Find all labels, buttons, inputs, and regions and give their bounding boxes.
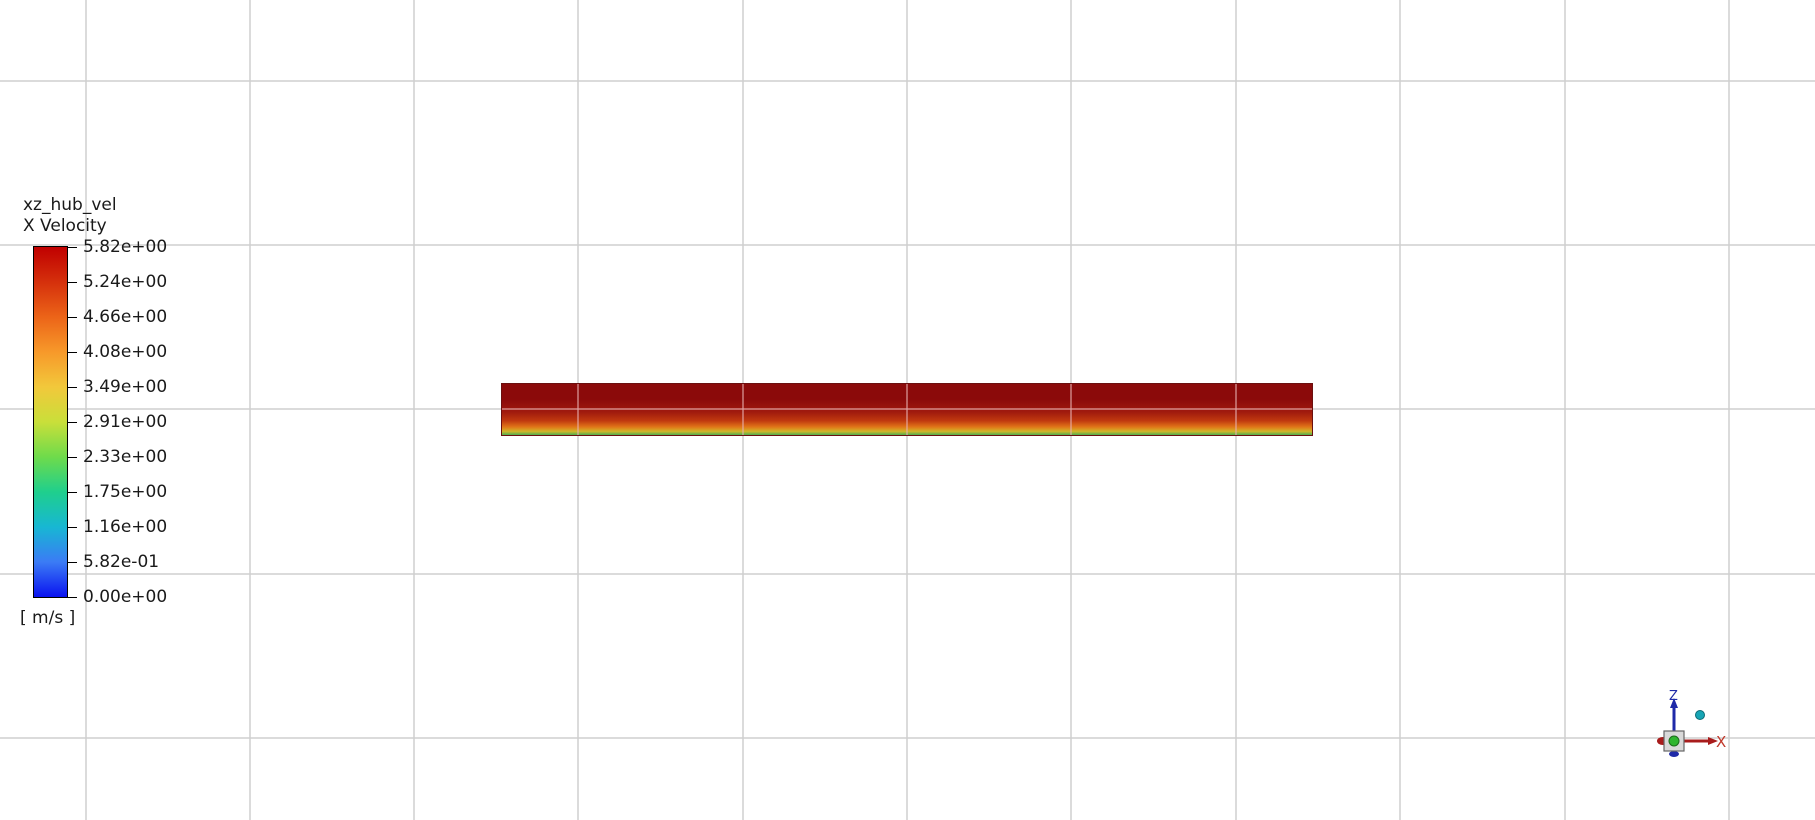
z-axis-label: Z: [1669, 689, 1678, 704]
legend-tick-label: 5.24e+00: [83, 272, 168, 292]
legend-tick-label: 4.08e+00: [83, 342, 168, 362]
z-axis-marker: [1669, 751, 1679, 757]
legend-tick-mark: [68, 562, 77, 563]
legend-units: [ m/s ]: [20, 608, 76, 628]
legend-tick-label: 4.66e+00: [83, 307, 168, 327]
legend-tick-label: 2.91e+00: [83, 412, 168, 432]
legend-tick-mark: [68, 282, 77, 283]
legend-variable: X Velocity: [23, 216, 107, 236]
legend-tick-mark: [68, 457, 77, 458]
color-legend-bar: [33, 246, 68, 598]
legend-tick-label: 3.49e+00: [83, 377, 168, 397]
legend-tick-mark: [68, 492, 77, 493]
y-axis-dot-icon: [1668, 735, 1680, 747]
legend-tick-label: 5.82e-01: [83, 552, 160, 572]
legend-tick-mark: [68, 597, 77, 598]
legend-title: xz_hub_vel: [23, 195, 117, 215]
legend-tick-label: 1.16e+00: [83, 517, 168, 537]
z-axis-arrow-icon: [1670, 698, 1678, 708]
axis-triad[interactable]: Z X: [1650, 686, 1730, 758]
legend-tick-label: 0.00e+00: [83, 587, 168, 607]
legend-tick-label: 1.75e+00: [83, 482, 168, 502]
legend-tick-mark: [68, 387, 77, 388]
legend-tick-label: 5.82e+00: [83, 237, 168, 257]
legend-tick-mark: [68, 352, 77, 353]
x-axis-arrow-icon: [1708, 737, 1718, 745]
legend-tick-mark: [68, 317, 77, 318]
legend-tick-mark: [68, 422, 77, 423]
legend-tick-mark: [68, 527, 77, 528]
velocity-contour-plane[interactable]: [501, 383, 1313, 436]
legend-tick-mark: [68, 247, 77, 248]
x-axis-label: X: [1716, 733, 1726, 751]
legend-tick-label: 2.33e+00: [83, 447, 168, 467]
isometric-view-icon[interactable]: [1695, 710, 1705, 720]
